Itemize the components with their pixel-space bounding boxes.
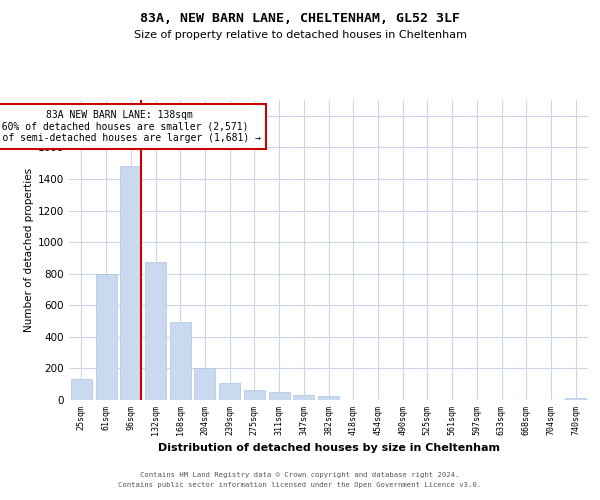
Text: Size of property relative to detached houses in Cheltenham: Size of property relative to detached ho… bbox=[133, 30, 467, 40]
Bar bbox=[145, 262, 166, 400]
Bar bbox=[95, 274, 116, 400]
Bar bbox=[318, 396, 339, 400]
Bar bbox=[293, 396, 314, 400]
Bar bbox=[170, 322, 191, 400]
Text: Contains HM Land Registry data © Crown copyright and database right 2024.
Contai: Contains HM Land Registry data © Crown c… bbox=[118, 472, 482, 488]
Bar bbox=[269, 392, 290, 400]
Text: 83A NEW BARN LANE: 138sqm
← 60% of detached houses are smaller (2,571)
40% of se: 83A NEW BARN LANE: 138sqm ← 60% of detac… bbox=[0, 110, 260, 144]
Y-axis label: Number of detached properties: Number of detached properties bbox=[24, 168, 34, 332]
Text: 83A, NEW BARN LANE, CHELTENHAM, GL52 3LF: 83A, NEW BARN LANE, CHELTENHAM, GL52 3LF bbox=[140, 12, 460, 26]
X-axis label: Distribution of detached houses by size in Cheltenham: Distribution of detached houses by size … bbox=[157, 443, 499, 453]
Bar bbox=[219, 384, 240, 400]
Bar bbox=[194, 368, 215, 400]
Bar bbox=[565, 398, 586, 400]
Bar bbox=[244, 390, 265, 400]
Bar bbox=[120, 166, 141, 400]
Bar bbox=[71, 380, 92, 400]
